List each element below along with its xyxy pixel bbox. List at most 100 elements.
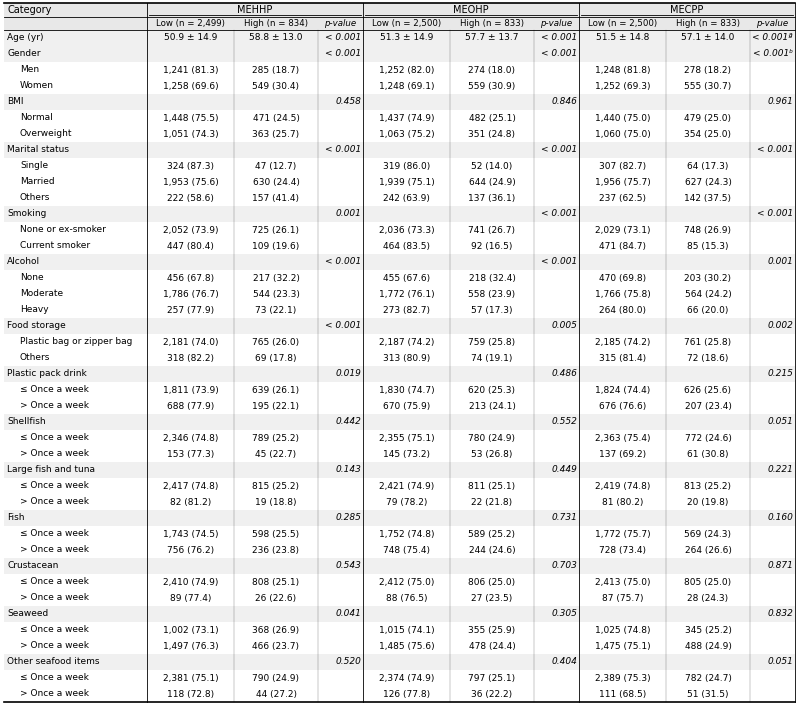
Text: 2,036 (73.3): 2,036 (73.3) xyxy=(379,226,435,234)
Text: 111 (68.5): 111 (68.5) xyxy=(599,690,646,699)
Text: 2,181 (74.0): 2,181 (74.0) xyxy=(163,338,218,346)
Text: 145 (73.2): 145 (73.2) xyxy=(383,450,430,459)
Text: 815 (25.2): 815 (25.2) xyxy=(252,481,300,491)
Text: 58.8 ± 13.0: 58.8 ± 13.0 xyxy=(249,33,303,42)
Text: Married: Married xyxy=(20,178,54,186)
Text: Women: Women xyxy=(20,81,54,91)
Text: ≤ Once a week: ≤ Once a week xyxy=(20,578,89,586)
Text: 1,063 (75.2): 1,063 (75.2) xyxy=(379,130,435,139)
Text: 222 (58.6): 222 (58.6) xyxy=(167,193,214,202)
Text: 1,015 (74.1): 1,015 (74.1) xyxy=(379,625,435,634)
Text: 264 (26.6): 264 (26.6) xyxy=(685,545,731,554)
Text: 19 (18.8): 19 (18.8) xyxy=(255,498,296,506)
Text: Others: Others xyxy=(20,353,50,362)
Text: 2,381 (75.1): 2,381 (75.1) xyxy=(163,673,218,683)
Text: 313 (80.9): 313 (80.9) xyxy=(383,353,430,362)
Text: 466 (23.7): 466 (23.7) xyxy=(252,641,300,651)
Text: 109 (19.6): 109 (19.6) xyxy=(252,241,300,251)
Text: 1,485 (75.6): 1,485 (75.6) xyxy=(379,641,435,651)
Text: 748 (26.9): 748 (26.9) xyxy=(685,226,732,234)
Text: High (n = 834): High (n = 834) xyxy=(244,19,308,28)
Text: > Once a week: > Once a week xyxy=(20,690,89,699)
Text: 207 (23.4): 207 (23.4) xyxy=(685,401,731,411)
Text: 772 (24.6): 772 (24.6) xyxy=(685,433,731,442)
Text: 0.221: 0.221 xyxy=(767,465,793,474)
Text: 351 (24.8): 351 (24.8) xyxy=(468,130,515,139)
Text: 1,743 (74.5): 1,743 (74.5) xyxy=(163,530,218,539)
Text: 2,419 (74.8): 2,419 (74.8) xyxy=(594,481,650,491)
Text: 455 (67.6): 455 (67.6) xyxy=(383,273,430,282)
Text: 1,939 (75.1): 1,939 (75.1) xyxy=(379,178,435,186)
Text: < 0.001: < 0.001 xyxy=(324,146,361,154)
Text: 589 (25.2): 589 (25.2) xyxy=(468,530,515,539)
Text: 27 (23.5): 27 (23.5) xyxy=(471,593,513,603)
Text: 464 (83.5): 464 (83.5) xyxy=(383,241,430,251)
Text: 813 (25.2): 813 (25.2) xyxy=(685,481,732,491)
Text: 0.552: 0.552 xyxy=(551,418,577,426)
Text: 544 (23.3): 544 (23.3) xyxy=(252,290,300,299)
Text: 0.051: 0.051 xyxy=(767,418,793,426)
Text: 244 (24.6): 244 (24.6) xyxy=(469,545,515,554)
Text: ≤ Once a week: ≤ Once a week xyxy=(20,481,89,491)
Text: ≤ Once a week: ≤ Once a week xyxy=(20,625,89,634)
Text: 1,248 (69.1): 1,248 (69.1) xyxy=(379,81,434,91)
Text: 0.871: 0.871 xyxy=(767,561,793,571)
Text: None: None xyxy=(20,273,44,282)
Text: 0.305: 0.305 xyxy=(551,610,577,619)
Text: 355 (25.9): 355 (25.9) xyxy=(468,625,515,634)
Text: 57.7 ± 13.7: 57.7 ± 13.7 xyxy=(465,33,519,42)
Text: 51 (31.5): 51 (31.5) xyxy=(687,690,729,699)
Text: 28 (24.3): 28 (24.3) xyxy=(687,593,729,603)
Text: 725 (26.1): 725 (26.1) xyxy=(252,226,300,234)
Text: 217 (32.2): 217 (32.2) xyxy=(252,273,300,282)
Text: < 0.001: < 0.001 xyxy=(324,258,361,266)
Text: 728 (73.4): 728 (73.4) xyxy=(599,545,646,554)
Text: Alcohol: Alcohol xyxy=(7,258,40,266)
Text: ≤ Once a week: ≤ Once a week xyxy=(20,673,89,683)
Text: 780 (24.9): 780 (24.9) xyxy=(468,433,515,442)
Text: < 0.001: < 0.001 xyxy=(541,50,577,59)
Text: 315 (81.4): 315 (81.4) xyxy=(599,353,646,362)
Text: 0.520: 0.520 xyxy=(335,658,361,666)
Text: 0.143: 0.143 xyxy=(335,465,361,474)
Text: 2,346 (74.8): 2,346 (74.8) xyxy=(163,433,218,442)
Text: 627 (24.3): 627 (24.3) xyxy=(685,178,731,186)
Text: 257 (77.9): 257 (77.9) xyxy=(167,305,214,314)
Text: 0.404: 0.404 xyxy=(551,658,577,666)
Text: Large fish and tuna: Large fish and tuna xyxy=(7,465,95,474)
Text: 765 (26.0): 765 (26.0) xyxy=(252,338,300,346)
Text: 264 (80.0): 264 (80.0) xyxy=(599,305,646,314)
Text: 126 (77.8): 126 (77.8) xyxy=(383,690,430,699)
Text: 79 (78.2): 79 (78.2) xyxy=(386,498,427,506)
Bar xyxy=(4,606,795,622)
Text: 1,440 (75.0): 1,440 (75.0) xyxy=(594,113,650,122)
Text: Heavy: Heavy xyxy=(20,305,49,314)
Text: 670 (75.9): 670 (75.9) xyxy=(383,401,430,411)
Text: 456 (67.8): 456 (67.8) xyxy=(167,273,214,282)
Text: 73 (22.1): 73 (22.1) xyxy=(256,305,296,314)
Text: 307 (82.7): 307 (82.7) xyxy=(599,161,646,171)
Text: < 0.001ª: < 0.001ª xyxy=(753,33,793,42)
Text: < 0.001: < 0.001 xyxy=(541,33,577,42)
Text: 790 (24.9): 790 (24.9) xyxy=(252,673,300,683)
Text: < 0.001: < 0.001 xyxy=(757,210,793,219)
Text: 318 (82.2): 318 (82.2) xyxy=(167,353,214,362)
Text: 0.041: 0.041 xyxy=(335,610,361,619)
Text: 2,029 (73.1): 2,029 (73.1) xyxy=(594,226,650,234)
Bar xyxy=(4,17,795,30)
Bar xyxy=(4,558,795,574)
Text: 1,248 (81.8): 1,248 (81.8) xyxy=(594,66,650,74)
Text: 44 (27.2): 44 (27.2) xyxy=(256,690,296,699)
Text: Food storage: Food storage xyxy=(7,321,66,331)
Text: Other seafood items: Other seafood items xyxy=(7,658,100,666)
Text: 0.543: 0.543 xyxy=(335,561,361,571)
Text: 0.832: 0.832 xyxy=(767,610,793,619)
Text: 274 (18.0): 274 (18.0) xyxy=(468,66,515,74)
Text: 0.019: 0.019 xyxy=(335,370,361,379)
Text: 1,786 (76.7): 1,786 (76.7) xyxy=(163,290,218,299)
Text: 273 (82.7): 273 (82.7) xyxy=(383,305,430,314)
Text: 630 (24.4): 630 (24.4) xyxy=(252,178,300,186)
Text: 564 (24.2): 564 (24.2) xyxy=(685,290,731,299)
Text: 0.846: 0.846 xyxy=(551,98,577,106)
Text: 51.5 ± 14.8: 51.5 ± 14.8 xyxy=(596,33,649,42)
